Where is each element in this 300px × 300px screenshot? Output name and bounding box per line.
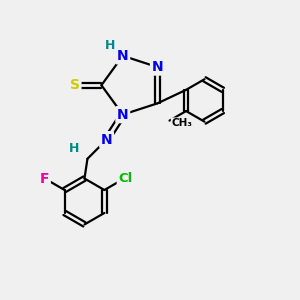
- Text: N: N: [117, 108, 129, 122]
- Text: H: H: [105, 39, 116, 52]
- Text: N: N: [152, 60, 163, 74]
- Text: F: F: [40, 172, 49, 186]
- Text: N: N: [101, 133, 112, 147]
- Text: H: H: [69, 142, 80, 155]
- Text: CH₃: CH₃: [171, 118, 192, 128]
- Text: S: S: [70, 78, 80, 92]
- Text: Cl: Cl: [118, 172, 133, 185]
- Text: N: N: [117, 49, 129, 63]
